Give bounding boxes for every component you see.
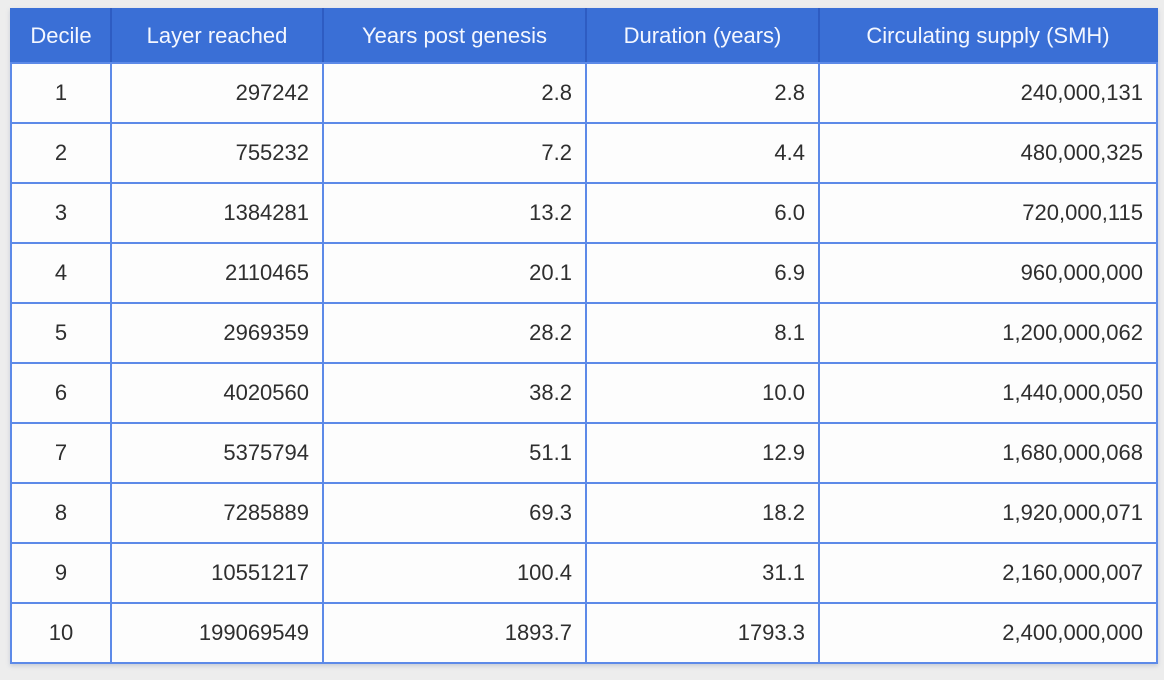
header-row: Decile Layer reached Years post genesis Dur… <box>10 8 1158 64</box>
table-cell: 3 <box>10 182 112 244</box>
table-cell: 13.2 <box>322 182 587 244</box>
table-cell: 6 <box>10 362 112 424</box>
table-cell: 2969359 <box>110 302 324 364</box>
table-cell: 7285889 <box>110 482 324 544</box>
table-cell: 199069549 <box>110 602 324 664</box>
table-cell: 10.0 <box>585 362 820 424</box>
table-row: 8 7285889 69.3 18.2 1,920,000,071 <box>10 482 1158 544</box>
page: Decile Layer reached Years post genesis Dur… <box>10 8 1158 664</box>
table-cell: 1,920,000,071 <box>818 482 1158 544</box>
header-cell: Duration (years) <box>585 8 820 64</box>
table-cell: 1384281 <box>110 182 324 244</box>
header-cell: Circulating supply (SMH) <box>818 8 1158 64</box>
table-cell: 8.1 <box>585 302 820 364</box>
table-cell: 12.9 <box>585 422 820 484</box>
table-header: Decile Layer reached Years post genesis Dur… <box>10 8 1158 64</box>
table-cell: 9 <box>10 542 112 604</box>
table-cell: 297242 <box>110 62 324 124</box>
table-cell: 5375794 <box>110 422 324 484</box>
header-cell: Decile <box>10 8 112 64</box>
table-row: 5 2969359 28.2 8.1 1,200,000,062 <box>10 302 1158 364</box>
table-cell: 1893.7 <box>322 602 587 664</box>
table-cell: 1,680,000,068 <box>818 422 1158 484</box>
table-cell: 51.1 <box>322 422 587 484</box>
table-body: 1 297242 2.8 2.8 240,000,131 2 755232 7.2 4.4 480… <box>10 62 1158 664</box>
table-cell: 31.1 <box>585 542 820 604</box>
table-cell: 38.2 <box>322 362 587 424</box>
header-cell: Layer reached <box>110 8 324 64</box>
table-cell: 2.8 <box>585 62 820 124</box>
table-cell: 1793.3 <box>585 602 820 664</box>
table-cell: 2,160,000,007 <box>818 542 1158 604</box>
table-cell: 4020560 <box>110 362 324 424</box>
table-row: 1 297242 2.8 2.8 240,000,131 <box>10 62 1158 124</box>
table-cell: 20.1 <box>322 242 587 304</box>
table-cell: 480,000,325 <box>818 122 1158 184</box>
table-cell: 1,440,000,050 <box>818 362 1158 424</box>
table-cell: 18.2 <box>585 482 820 544</box>
table-cell: 1,200,000,062 <box>818 302 1158 364</box>
table-cell: 2.8 <box>322 62 587 124</box>
table-row: 4 2110465 20.1 6.9 960,000,000 <box>10 242 1158 304</box>
table-cell: 28.2 <box>322 302 587 364</box>
table-cell: 10 <box>10 602 112 664</box>
table-row: 2 755232 7.2 4.4 480,000,325 <box>10 122 1158 184</box>
table-cell: 720,000,115 <box>818 182 1158 244</box>
table-cell: 240,000,131 <box>818 62 1158 124</box>
header-cell: Years post genesis <box>322 8 587 64</box>
table-cell: 5 <box>10 302 112 364</box>
table-cell: 6.0 <box>585 182 820 244</box>
table-row: 9 10551217 100.4 31.1 2,160,000,007 <box>10 542 1158 604</box>
table-row: 3 1384281 13.2 6.0 720,000,115 <box>10 182 1158 244</box>
circulating-supply-table: Decile Layer reached Years post genesis Dur… <box>10 8 1158 664</box>
table-cell: 4 <box>10 242 112 304</box>
table-cell: 960,000,000 <box>818 242 1158 304</box>
table-cell: 69.3 <box>322 482 587 544</box>
table-cell: 8 <box>10 482 112 544</box>
table-cell: 100.4 <box>322 542 587 604</box>
table-row: 7 5375794 51.1 12.9 1,680,000,068 <box>10 422 1158 484</box>
table-cell: 4.4 <box>585 122 820 184</box>
table-row: 6 4020560 38.2 10.0 1,440,000,050 <box>10 362 1158 424</box>
table-cell: 2110465 <box>110 242 324 304</box>
table-cell: 10551217 <box>110 542 324 604</box>
table-cell: 755232 <box>110 122 324 184</box>
table-cell: 2,400,000,000 <box>818 602 1158 664</box>
table-row: 10 199069549 1893.7 1793.3 2,400,000,000 <box>10 602 1158 664</box>
table-cell: 7.2 <box>322 122 587 184</box>
table-cell: 1 <box>10 62 112 124</box>
table-cell: 6.9 <box>585 242 820 304</box>
table-cell: 7 <box>10 422 112 484</box>
table-cell: 2 <box>10 122 112 184</box>
